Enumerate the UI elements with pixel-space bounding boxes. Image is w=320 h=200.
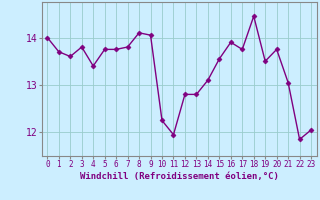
X-axis label: Windchill (Refroidissement éolien,°C): Windchill (Refroidissement éolien,°C) xyxy=(80,172,279,181)
